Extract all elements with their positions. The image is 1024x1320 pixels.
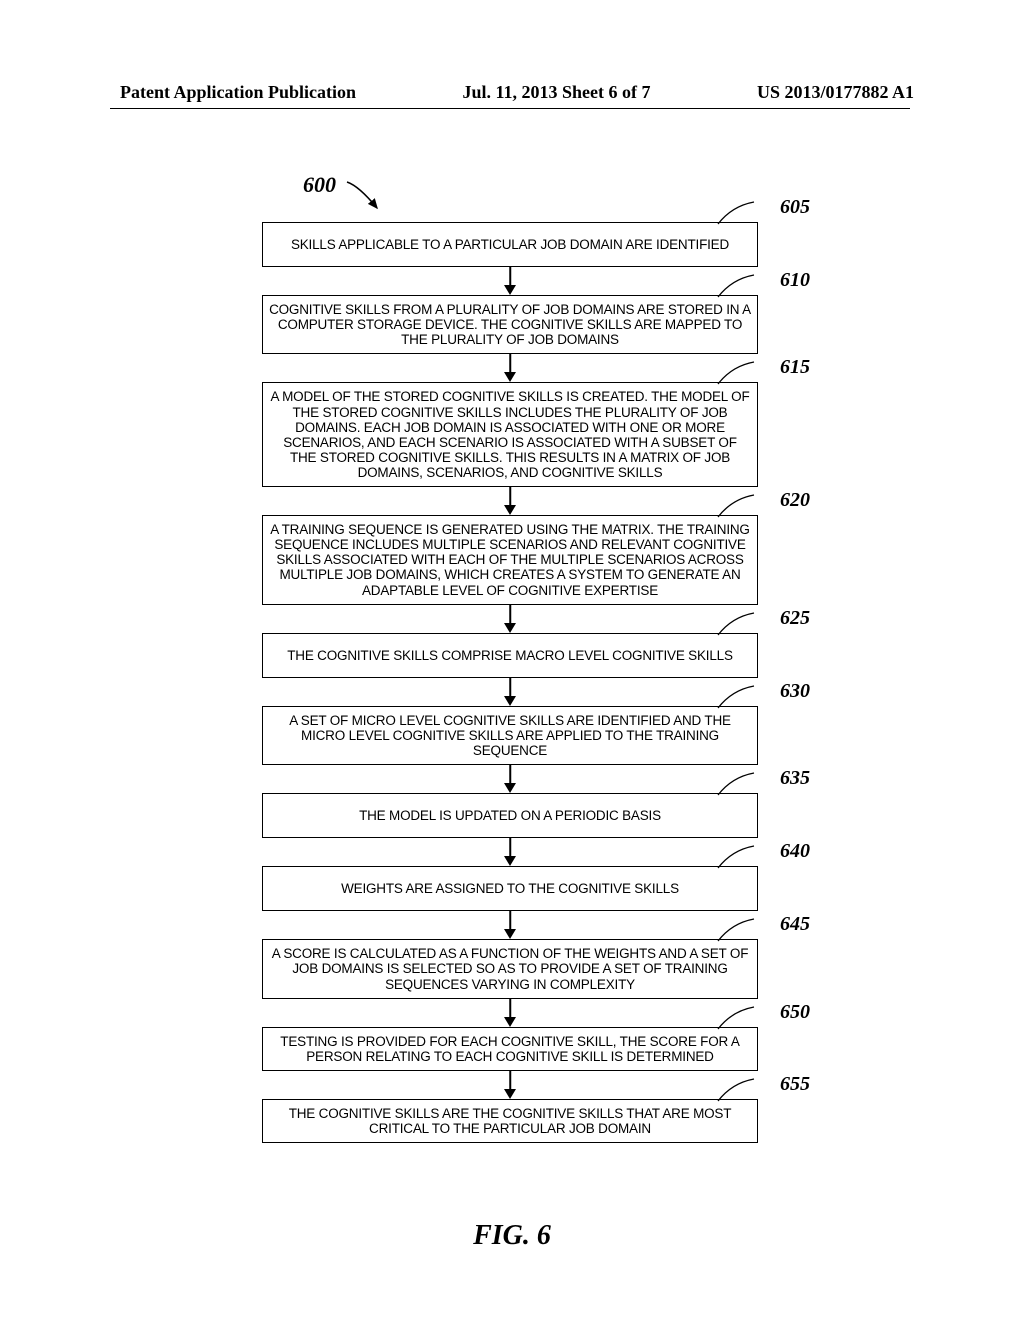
- ref-tick-icon: [714, 1005, 764, 1031]
- flowchart-step-box: A MODEL OF THE STORED COGNITIVE SKILLS I…: [262, 382, 758, 487]
- ref-tick-icon: [714, 493, 764, 519]
- step-ref-label: 630: [780, 680, 810, 703]
- flowchart-step-box: WEIGHTS ARE ASSIGNED TO THE COGNITIVE SK…: [262, 866, 758, 911]
- ref-tick-icon: [714, 200, 764, 226]
- step-ref-label: 610: [780, 269, 810, 292]
- step-ref-label: 655: [780, 1073, 810, 1096]
- header-center: Jul. 11, 2013 Sheet 6 of 7: [462, 82, 650, 103]
- start-arrow-icon: [339, 178, 399, 218]
- header-left: Patent Application Publication: [120, 82, 356, 103]
- step-ref-label: 620: [780, 489, 810, 512]
- step-ref-label: 625: [780, 607, 810, 630]
- flowchart-step-box: A TRAINING SEQUENCE IS GENERATED USING T…: [262, 515, 758, 605]
- page-header: Patent Application Publication Jul. 11, …: [0, 82, 1024, 103]
- ref-tick-icon: [714, 273, 764, 299]
- flowchart-step-box: COGNITIVE SKILLS FROM A PLURALITY OF JOB…: [262, 295, 758, 354]
- flowchart-step-box: THE MODEL IS UPDATED ON A PERIODIC BASIS: [262, 793, 758, 838]
- ref-tick-icon: [714, 684, 764, 710]
- flowchart-step-box: A SCORE IS CALCULATED AS A FUNCTION OF T…: [262, 939, 758, 998]
- figure-label: FIG. 6: [0, 1220, 1024, 1252]
- flowchart-step-box: TESTING IS PROVIDED FOR EACH COGNITIVE S…: [262, 1027, 758, 1071]
- ref-tick-icon: [714, 360, 764, 386]
- ref-tick-icon: [714, 611, 764, 637]
- ref-tick-icon: [714, 1077, 764, 1103]
- step-ref-label: 605: [780, 196, 810, 219]
- step-ref-label: 650: [780, 1001, 810, 1024]
- ref-tick-icon: [714, 917, 764, 943]
- flowchart-step-box: SKILLS APPLICABLE TO A PARTICULAR JOB DO…: [262, 222, 758, 267]
- flowchart: 605SKILLS APPLICABLE TO A PARTICULAR JOB…: [262, 222, 758, 1143]
- step-ref-label: 645: [780, 913, 810, 936]
- flowchart-step-box: THE COGNITIVE SKILLS COMPRISE MACRO LEVE…: [262, 633, 758, 678]
- ref-tick-icon: [714, 771, 764, 797]
- flowchart-start-label: 600: [303, 172, 336, 198]
- header-rule: [110, 108, 910, 109]
- flowchart-step-box: THE COGNITIVE SKILLS ARE THE COGNITIVE S…: [262, 1099, 758, 1143]
- step-ref-label: 615: [780, 356, 810, 379]
- flowchart-step-box: A SET OF MICRO LEVEL COGNITIVE SKILLS AR…: [262, 706, 758, 765]
- page: Patent Application Publication Jul. 11, …: [0, 0, 1024, 1320]
- step-ref-label: 640: [780, 840, 810, 863]
- header-right: US 2013/0177882 A1: [757, 82, 914, 103]
- ref-tick-icon: [714, 844, 764, 870]
- step-ref-label: 635: [780, 767, 810, 790]
